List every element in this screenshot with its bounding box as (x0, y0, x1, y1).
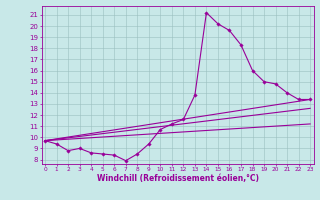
X-axis label: Windchill (Refroidissement éolien,°C): Windchill (Refroidissement éolien,°C) (97, 174, 259, 183)
